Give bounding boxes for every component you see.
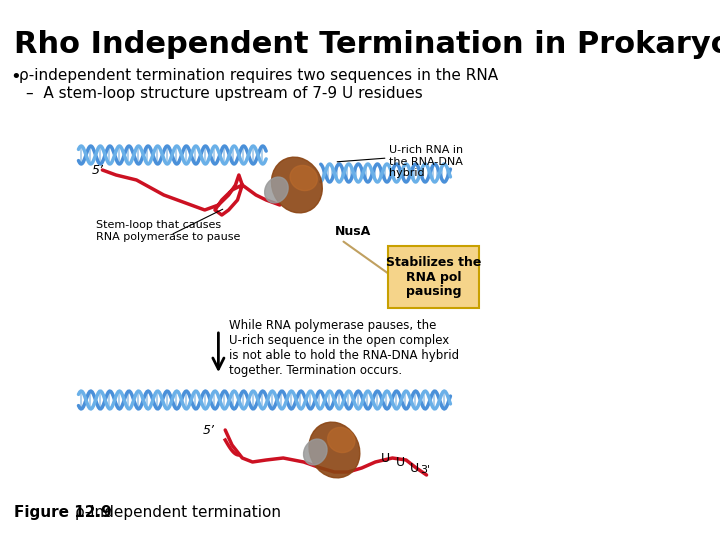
Text: Figure 12.9: Figure 12.9	[14, 505, 112, 520]
Text: –  A stem-loop structure upstream of 7-9 U residues: – A stem-loop structure upstream of 7-9 …	[26, 86, 423, 101]
Ellipse shape	[328, 428, 355, 453]
Text: While RNA polymerase pauses, the
U-rich sequence in the open complex
is not able: While RNA polymerase pauses, the U-rich …	[229, 319, 459, 377]
Text: 5’: 5’	[92, 164, 104, 177]
FancyBboxPatch shape	[387, 246, 479, 308]
Text: Rho Independent Termination in Prokaryotes: Rho Independent Termination in Prokaryot…	[14, 30, 720, 59]
Ellipse shape	[271, 157, 323, 213]
Text: Stabilizes the
RNA pol
pausing: Stabilizes the RNA pol pausing	[386, 255, 481, 299]
Ellipse shape	[304, 439, 327, 465]
Text: 3': 3'	[420, 465, 431, 475]
Text: •: •	[10, 68, 21, 86]
Text: U: U	[381, 451, 390, 464]
Ellipse shape	[290, 165, 318, 191]
Text: 5’: 5’	[203, 423, 215, 436]
Text: Stem-loop that causes
RNA polymerase to pause: Stem-loop that causes RNA polymerase to …	[96, 220, 240, 241]
Ellipse shape	[309, 422, 360, 478]
Text: ρ-independent termination requires two sequences in the RNA: ρ-independent termination requires two s…	[19, 68, 498, 83]
Text: U-rich RNA in
the RNA-DNA
hybrid: U-rich RNA in the RNA-DNA hybrid	[389, 145, 463, 178]
Text: U: U	[396, 456, 405, 469]
Text: U: U	[410, 462, 419, 475]
Ellipse shape	[265, 177, 288, 203]
Text: NusA: NusA	[334, 225, 371, 238]
Text: ρ-independent termination: ρ-independent termination	[75, 505, 281, 520]
